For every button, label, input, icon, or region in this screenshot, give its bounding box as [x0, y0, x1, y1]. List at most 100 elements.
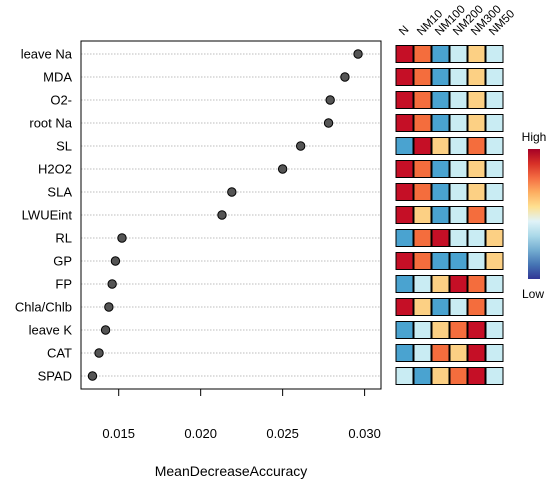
- heatmap-cell: [395, 229, 414, 247]
- heatmap-cell: [413, 344, 432, 362]
- heatmap-cell: [395, 344, 414, 362]
- heatmap-cell: [449, 45, 468, 63]
- heatmap-cell: [449, 229, 468, 247]
- data-point: [277, 164, 288, 174]
- heatmap-cell: [395, 275, 414, 293]
- heatmap-cell: [395, 206, 414, 224]
- heatmap-cell: [431, 137, 450, 155]
- heatmap-cell: [485, 137, 504, 155]
- variable-label: CAT: [47, 346, 72, 361]
- heatmap-cell: [395, 298, 414, 316]
- heatmap-cell: [431, 321, 450, 339]
- heatmap-cell: [449, 160, 468, 178]
- heatmap-cell: [449, 252, 468, 270]
- data-point: [227, 187, 237, 197]
- heatmap-cell: [449, 91, 468, 109]
- gridlines: [81, 53, 381, 377]
- heatmap-cell: [467, 344, 486, 362]
- heatmap-cell: [431, 160, 450, 178]
- heatmap-cell: [485, 206, 504, 224]
- heatmap-cell: [431, 206, 450, 224]
- heatmap-cell: [467, 68, 486, 86]
- legend-high-label: High: [522, 130, 547, 144]
- heatmap-cell: [413, 321, 432, 339]
- variable-label: root Na: [29, 116, 72, 131]
- heatmap-cell: [467, 275, 486, 293]
- variable-label: O2-: [50, 93, 72, 108]
- data-point: [117, 233, 127, 243]
- heatmap-cell: [395, 160, 414, 178]
- heatmap-cell: [449, 344, 468, 362]
- x-tick-label: 0.025: [266, 426, 299, 441]
- x-axis: 0.015 0.020 0.025 0.030: [102, 388, 381, 441]
- heatmap-cell: [467, 367, 486, 385]
- heatmap-cell: [395, 114, 414, 132]
- variable-label: Chla/Chlb: [15, 300, 72, 315]
- legend-color-bar: [528, 149, 540, 279]
- heatmap-cell: [485, 298, 504, 316]
- heatmap-cell: [467, 114, 486, 132]
- heatmap-cell: [413, 229, 432, 247]
- heatmap-cell: [485, 183, 504, 201]
- heatmap-cell: [395, 252, 414, 270]
- heatmap-cell: [467, 45, 486, 63]
- variable-label: LWUEint: [22, 208, 73, 223]
- heatmap-cell: [449, 137, 468, 155]
- data-point: [87, 371, 98, 381]
- heatmap-cell: [449, 206, 468, 224]
- x-tick-label: 0.020: [184, 426, 217, 441]
- heatmap-cell: [431, 91, 450, 109]
- variable-label: SL: [56, 139, 72, 154]
- heatmap-cell: [485, 321, 504, 339]
- variable-label: leave Na: [21, 47, 73, 62]
- data-point: [104, 302, 114, 312]
- heatmap-cell: [413, 114, 432, 132]
- heatmap-cell: [413, 68, 432, 86]
- heatmap-cell: [395, 137, 414, 155]
- variable-labels: leave Na MDA O2- root Na SL H2O2 SLA LWUEint RL G…: [15, 47, 73, 384]
- heatmap-cell: [431, 229, 450, 247]
- heatmap-cell: [485, 114, 504, 132]
- data-point: [110, 256, 121, 266]
- data-point: [340, 72, 350, 82]
- heatmap-cell: [413, 206, 432, 224]
- heatmap-cell: [413, 137, 432, 155]
- heatmap-cell: [449, 367, 468, 385]
- x-axis-title: MeanDecreaseAccuracy: [155, 463, 308, 479]
- variable-label: MDA: [43, 70, 72, 85]
- heatmap-cell: [431, 183, 450, 201]
- heatmap-cell: [485, 252, 504, 270]
- variable-label: H2O2: [38, 162, 72, 177]
- heatmap-cell: [485, 160, 504, 178]
- variable-label: SLA: [47, 185, 72, 200]
- heatmap-cell: [485, 367, 504, 385]
- data-point: [353, 49, 363, 59]
- heatmap-cell: [431, 252, 450, 270]
- heatmap-cell: [449, 321, 468, 339]
- heatmap-cell: [431, 114, 450, 132]
- heatmap-cell: [467, 229, 486, 247]
- heatmap-cell: [413, 367, 432, 385]
- heatmap-cell: [467, 298, 486, 316]
- heatmap-cell: [395, 68, 414, 86]
- data-points: [87, 49, 363, 381]
- heatmap-cell: [413, 183, 432, 201]
- variable-label: RL: [55, 231, 72, 246]
- heatmap-cell: [467, 252, 486, 270]
- heatmap-cell: [431, 45, 450, 63]
- variable-label: FP: [55, 277, 72, 292]
- heatmap-cell: [431, 275, 450, 293]
- heatmap-cell: [413, 252, 432, 270]
- heatmap-cell: [413, 45, 432, 63]
- heatmap-cell: [395, 183, 414, 201]
- heatmap-cell: [467, 160, 486, 178]
- heatmap-cell: [485, 45, 504, 63]
- heatmap-cell: [485, 91, 504, 109]
- data-point: [100, 325, 111, 335]
- heatmap-cell: [449, 114, 468, 132]
- heatmap-cell: [395, 367, 414, 385]
- data-point: [295, 141, 306, 151]
- heatmap-cell: [431, 68, 450, 86]
- heatmap-cell: [413, 160, 432, 178]
- heatmap-cell: [485, 275, 504, 293]
